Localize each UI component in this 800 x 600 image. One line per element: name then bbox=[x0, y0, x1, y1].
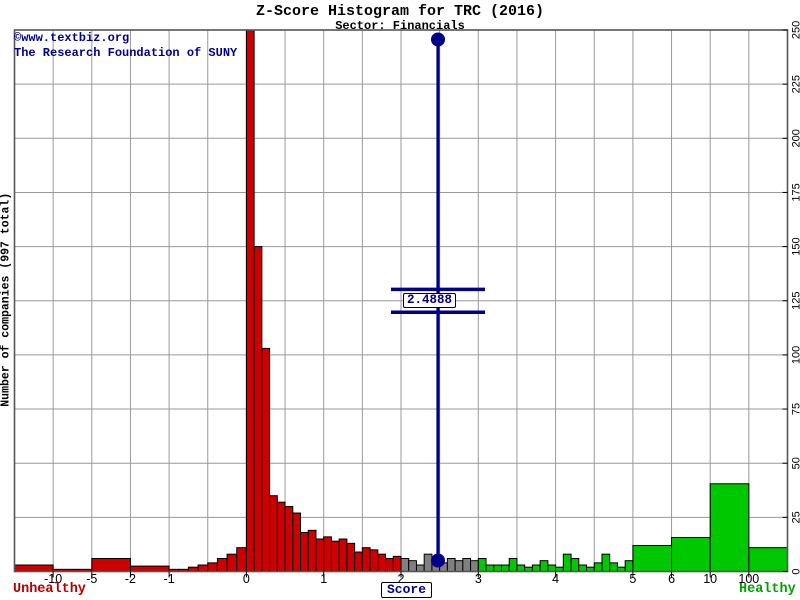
svg-text:-1: -1 bbox=[164, 572, 175, 586]
svg-text:5: 5 bbox=[629, 572, 636, 586]
svg-text:50: 50 bbox=[791, 457, 800, 469]
svg-text:-2: -2 bbox=[125, 572, 136, 586]
svg-text:1: 1 bbox=[320, 572, 327, 586]
svg-text:0: 0 bbox=[243, 572, 250, 586]
svg-text:4: 4 bbox=[552, 572, 559, 586]
svg-text:125: 125 bbox=[791, 292, 800, 310]
svg-text:10: 10 bbox=[703, 572, 717, 586]
svg-text:175: 175 bbox=[791, 183, 800, 201]
svg-text:-5: -5 bbox=[86, 572, 97, 586]
svg-text:100: 100 bbox=[791, 346, 800, 364]
svg-text:0: 0 bbox=[791, 568, 800, 574]
svg-text:6: 6 bbox=[668, 572, 675, 586]
svg-text:200: 200 bbox=[791, 129, 800, 147]
svg-text:75: 75 bbox=[791, 403, 800, 415]
svg-text:3: 3 bbox=[475, 572, 482, 586]
svg-text:25: 25 bbox=[791, 511, 800, 523]
svg-text:150: 150 bbox=[791, 237, 800, 255]
svg-text:225: 225 bbox=[791, 75, 800, 93]
